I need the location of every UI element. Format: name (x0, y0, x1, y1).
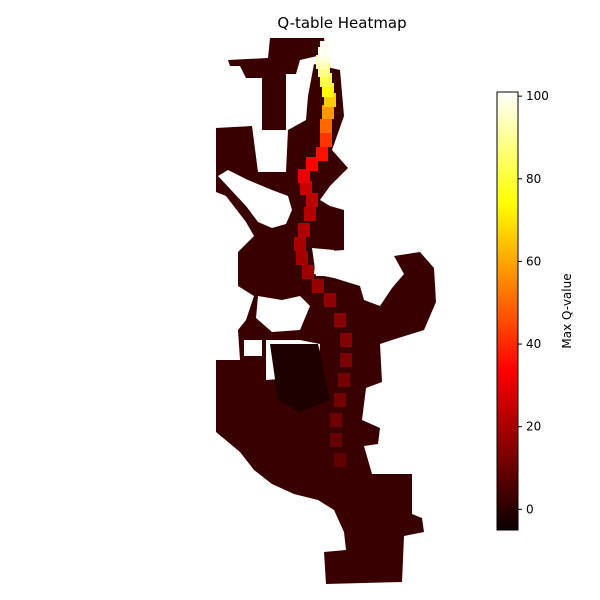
heatmap-path-cell (306, 157, 318, 171)
heatmap-path-cell (334, 453, 346, 467)
heatmap-path-cell (320, 133, 332, 147)
heatmap-path-cell (340, 333, 352, 347)
heatmap-path-cell (340, 353, 352, 367)
colorbar-gradient (496, 91, 519, 531)
colorbar-ticks: 0 20 40 60 80 100 (518, 89, 549, 516)
heatmap-path-cell (330, 433, 342, 447)
heatmap-path-cell (298, 169, 310, 183)
colorbar-tick-label: 80 (526, 172, 541, 186)
heatmap-bright-path (294, 41, 352, 467)
heatmap-path-cell (322, 105, 334, 119)
colorbar-tick-label: 40 (526, 337, 541, 351)
heatmap-empty-cell-0 (218, 170, 292, 228)
colorbar-tick-label: 0 (526, 502, 534, 516)
heatmap-path-cell (312, 279, 324, 293)
heatmap-path-cell (334, 313, 346, 327)
colorbar-tick-label: 60 (526, 254, 541, 268)
heatmap-empty-cell-3 (312, 248, 334, 276)
heatmap-low-region (270, 344, 330, 412)
colorbar-tick-label: 100 (526, 89, 549, 103)
heatmap-path-cell (324, 293, 336, 307)
heatmap-path-cell (296, 251, 308, 265)
heatmap-path-cell (298, 223, 310, 237)
heatmap-path-cell (316, 147, 328, 161)
heatmap-path-cell (320, 119, 332, 133)
heatmap-path-cell (300, 181, 312, 195)
heatmap-region-top-0 (228, 38, 326, 130)
heatmap-path-cell (334, 393, 346, 407)
heatmap-path-cell (338, 373, 350, 387)
heatmap-path-cell (330, 413, 342, 427)
colorbar-tick-label: 20 (526, 420, 541, 434)
heatmap-cells (216, 38, 436, 584)
colorbar-label: Max Q-value (560, 273, 574, 348)
heatmap-empty-cell-2 (244, 340, 262, 356)
heatmap-path-cell (304, 207, 316, 221)
chart-title: Q-table Heatmap (277, 14, 406, 32)
heatmap-path-cell (320, 41, 332, 55)
heatmap-path-cell (294, 237, 306, 251)
heatmap-path-cell (302, 265, 314, 279)
heatmap-path-cell (306, 193, 318, 207)
heatmap-empty-cell-4 (256, 296, 310, 332)
colorbar: 0 20 40 60 80 100 Max Q-value (496, 89, 574, 531)
